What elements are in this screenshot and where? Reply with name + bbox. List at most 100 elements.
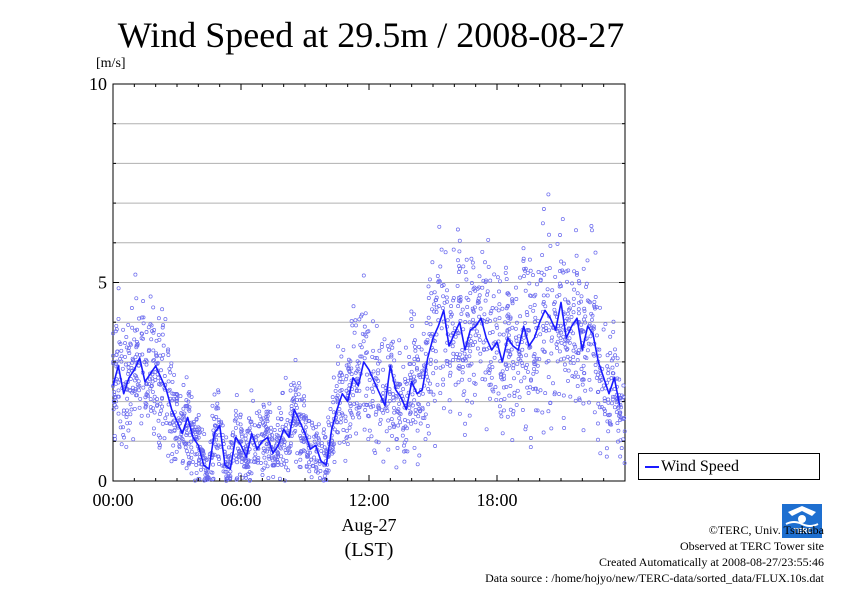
scatter-point — [540, 347, 545, 352]
scatter-point — [538, 388, 543, 393]
scatter-point — [265, 419, 270, 424]
scatter-point — [118, 342, 123, 346]
scatter-point — [453, 334, 458, 339]
scatter-point — [171, 396, 176, 401]
scatter-point — [249, 388, 254, 393]
scatter-point — [495, 325, 500, 330]
scatter-point — [415, 367, 419, 372]
scatter-point — [314, 431, 319, 436]
scatter-point — [464, 277, 469, 282]
scatter-point — [506, 333, 511, 338]
scatter-point — [467, 413, 472, 418]
scatter-point — [618, 418, 623, 422]
scatter-point — [186, 461, 191, 466]
scatter-point — [417, 392, 422, 397]
scatter-point — [180, 460, 185, 465]
scatter-point — [397, 338, 402, 343]
scatter-point — [362, 324, 367, 329]
scatter-point — [622, 461, 627, 466]
scatter-point — [125, 408, 129, 413]
scatter-point — [468, 291, 473, 296]
scatter-point — [381, 459, 386, 464]
scatter-point — [616, 439, 620, 444]
scatter-point — [229, 440, 234, 445]
scatter-point — [166, 353, 171, 357]
scatter-point — [546, 375, 551, 380]
scatter-point — [201, 451, 206, 455]
scatter-point — [331, 375, 336, 380]
scatter-point — [615, 421, 620, 426]
scatter-point — [141, 321, 146, 326]
scatter-point — [264, 430, 269, 435]
scatter-point — [423, 340, 428, 345]
scatter-point — [359, 312, 364, 317]
scatter-point — [293, 392, 298, 397]
scatter-point — [160, 325, 165, 330]
scatter-point — [178, 394, 183, 399]
scatter-point — [504, 306, 509, 311]
scatter-point — [210, 470, 215, 475]
scatter-point — [336, 361, 340, 366]
scatter-point — [166, 379, 171, 384]
scatter-point — [608, 334, 613, 339]
scatter-point — [374, 323, 379, 328]
scatter-point — [341, 347, 346, 352]
scatter-point — [515, 361, 520, 366]
scatter-point — [265, 464, 270, 469]
scatter-point — [422, 416, 427, 421]
scatter-point — [501, 332, 506, 337]
scatter-point — [140, 331, 145, 336]
scatter-point — [506, 312, 511, 317]
scatter-point — [559, 259, 564, 264]
scatter-point — [593, 295, 598, 299]
scatter-point — [191, 419, 196, 424]
scatter-point — [158, 443, 162, 448]
scatter-point — [622, 429, 627, 434]
scatter-point — [158, 401, 163, 406]
scatter-point — [234, 413, 239, 418]
scatter-point — [264, 412, 269, 417]
scatter-point — [371, 348, 376, 353]
scatter-point — [593, 363, 598, 367]
scatter-point — [216, 388, 221, 393]
scatter-point — [380, 384, 385, 389]
scatter-point — [608, 422, 613, 427]
scatter-point — [616, 428, 621, 433]
scatter-point — [458, 299, 463, 304]
scatter-point — [154, 353, 159, 358]
scatter-point — [448, 370, 453, 375]
scatter-point — [133, 355, 138, 360]
scatter-point — [177, 440, 182, 445]
scatter-point — [364, 334, 369, 339]
axis-tick-labels: 0 5 10 00:00 06:00 12:00 18:00 Aug-27 (LST) — [89, 74, 518, 561]
scatter-point — [565, 311, 570, 316]
scatter-point — [460, 307, 465, 312]
scatter-point — [189, 455, 194, 460]
scatter-point — [556, 333, 561, 338]
scatter-point — [480, 249, 485, 254]
scatter-point — [210, 403, 215, 408]
scatter-point — [264, 442, 269, 447]
scatter-point — [402, 459, 407, 464]
scatter-point — [124, 335, 129, 339]
scatter-point — [458, 266, 462, 271]
scatter-point — [575, 358, 580, 363]
scatter-point — [181, 383, 186, 387]
scatter-point — [367, 428, 372, 433]
scatter-point — [517, 352, 522, 357]
scatter-point — [288, 449, 293, 454]
scatter-point — [492, 272, 497, 277]
scatter-point — [545, 293, 550, 298]
scatter-point — [216, 390, 221, 395]
scatter-point — [598, 305, 602, 310]
scatter-point — [361, 273, 366, 278]
scatter-point — [324, 470, 329, 475]
scatter-point — [544, 321, 549, 326]
scatter-point — [621, 417, 626, 421]
scatter-point — [158, 382, 163, 387]
scatter-point — [338, 376, 343, 381]
scatter-point — [210, 477, 215, 482]
scatter-point — [333, 388, 338, 393]
scatter-point — [172, 418, 177, 423]
scatter-point — [451, 340, 456, 345]
